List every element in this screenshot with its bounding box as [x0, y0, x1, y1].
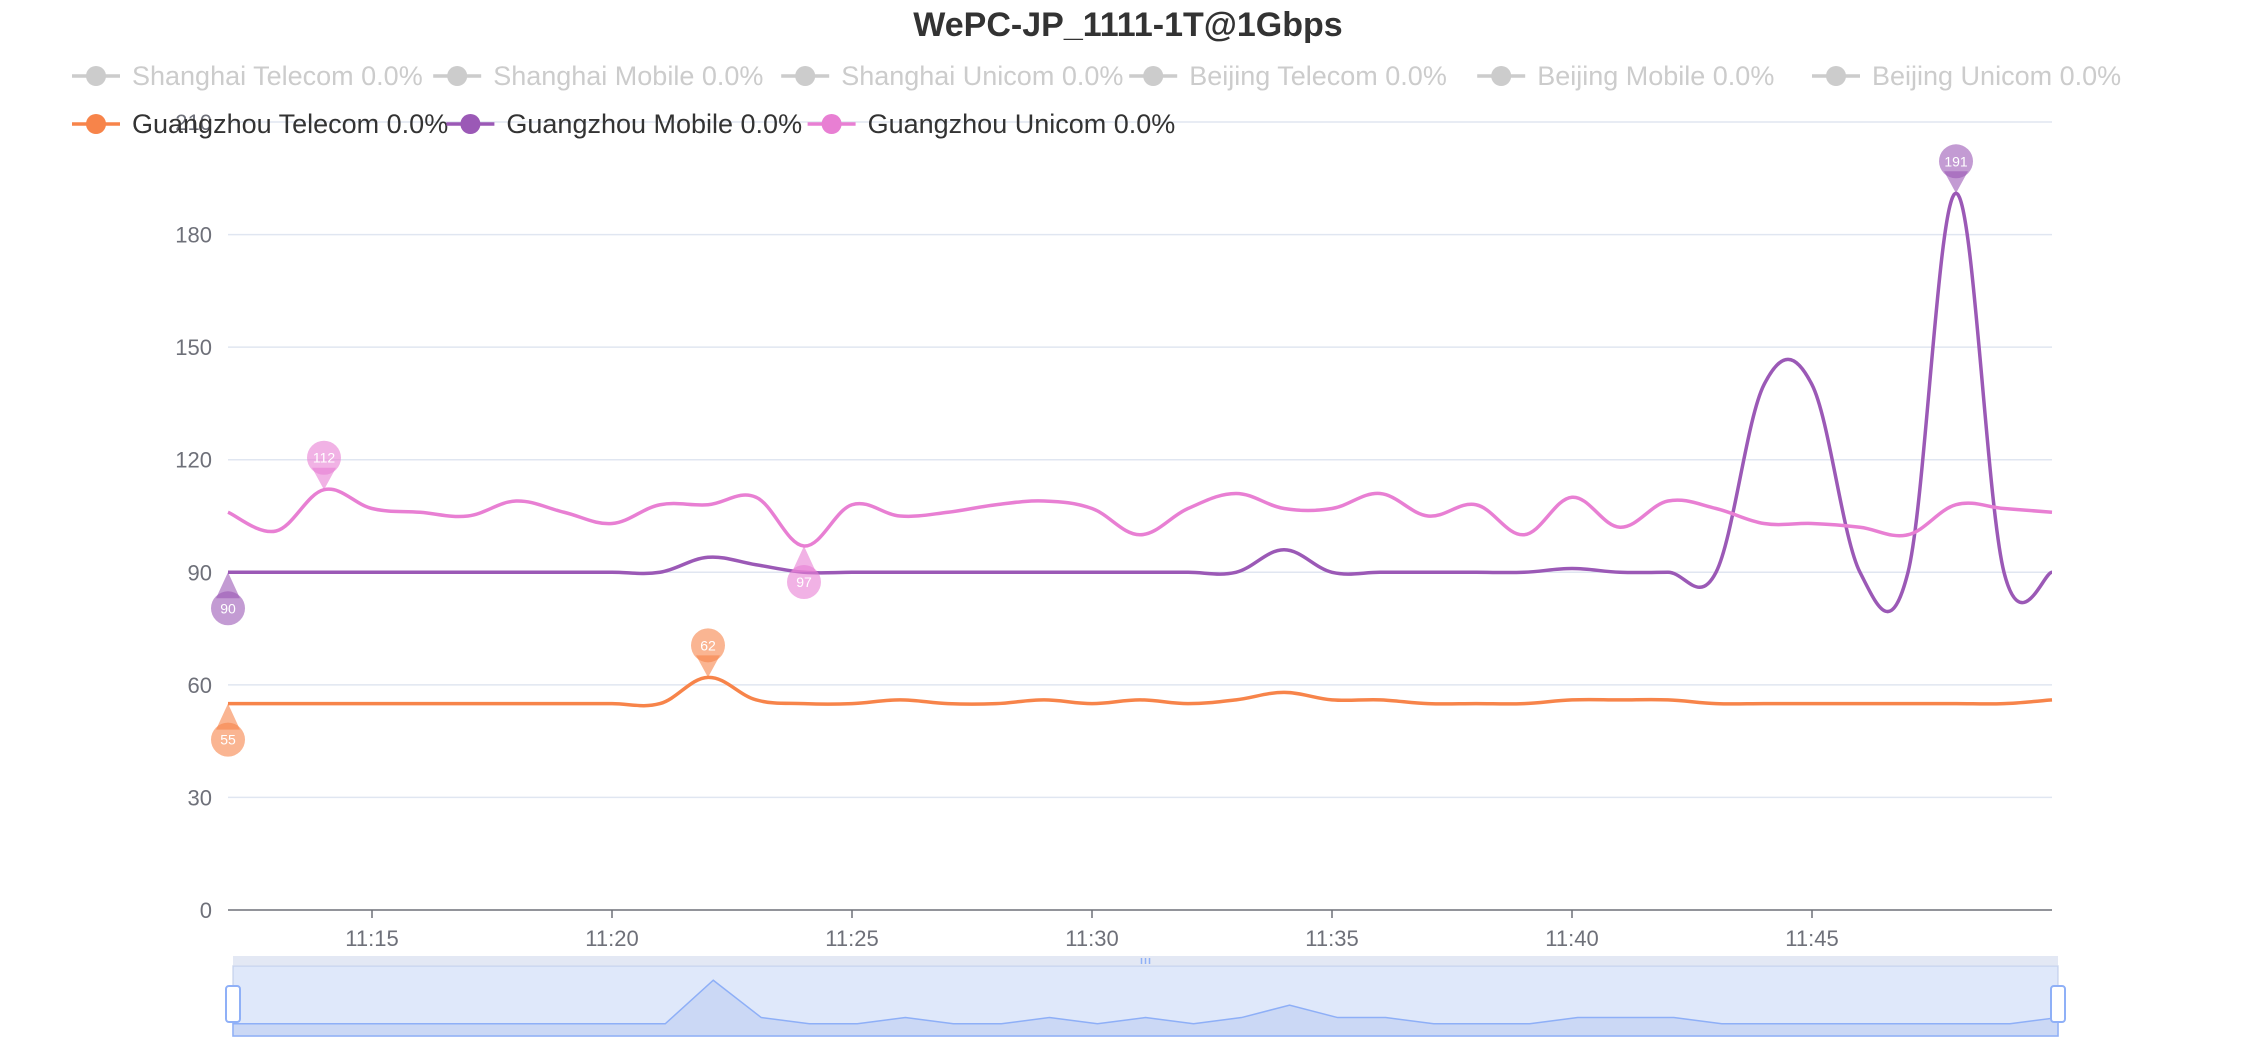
zoom-left-handle[interactable]	[226, 986, 240, 1022]
x-tick-label: 11:15	[345, 926, 398, 951]
marker-label: 191	[1944, 153, 1968, 169]
y-tick-label: 90	[188, 560, 212, 585]
data-marker-max: 112	[307, 441, 341, 490]
y-tick-label: 0	[200, 898, 212, 923]
legend-dot-icon	[86, 66, 106, 86]
x-tick-label: 11:40	[1545, 926, 1598, 951]
series-line-guangzhou-unicom	[228, 489, 2052, 546]
marker-label: 90	[220, 600, 236, 616]
legend-item-guangzhou-telecom[interactable]: Guangzhou Telecom 0.0%	[72, 109, 448, 139]
x-tick-label: 11:45	[1785, 926, 1838, 951]
x-tick-label: 11:25	[825, 926, 878, 951]
series-line-guangzhou-telecom	[228, 677, 2052, 705]
legend-item-guangzhou-unicom[interactable]: Guangzhou Unicom 0.0%	[808, 109, 1176, 139]
y-tick-label: 60	[188, 673, 212, 698]
legend-dot-icon	[1826, 66, 1846, 86]
legend-item-beijing-unicom[interactable]: Beijing Unicom 0.0%	[1812, 61, 2121, 91]
legend-dot-icon	[447, 66, 467, 86]
zoom-selected-range[interactable]	[233, 966, 2058, 1036]
data-marker-max: 62	[691, 628, 725, 677]
legend-dot-icon	[795, 66, 815, 86]
data-marker-min: 90	[211, 572, 245, 625]
data-markers: 55 62 90 191 112 97	[211, 144, 1973, 756]
legend: Shanghai Telecom 0.0% Shanghai Mobile 0.0…	[72, 61, 2121, 139]
legend-item-shanghai-telecom[interactable]: Shanghai Telecom 0.0%	[72, 61, 423, 91]
legend-label: Shanghai Mobile 0.0%	[493, 61, 763, 91]
legend-label: Beijing Telecom 0.0%	[1189, 61, 1447, 91]
series-line-guangzhou-mobile	[228, 193, 2052, 611]
legend-label: Shanghai Telecom 0.0%	[132, 61, 423, 91]
legend-label: Guangzhou Mobile 0.0%	[506, 109, 802, 139]
legend-label: Guangzhou Telecom 0.0%	[132, 109, 448, 139]
x-tick-label: 11:35	[1305, 926, 1358, 951]
legend-dot-icon	[822, 114, 842, 134]
data-marker-min: 55	[211, 704, 245, 757]
marker-label: 55	[220, 732, 236, 748]
zoom-slider[interactable]	[226, 956, 2065, 1036]
legend-dot-icon	[1491, 66, 1511, 86]
legend-item-shanghai-mobile[interactable]: Shanghai Mobile 0.0%	[433, 61, 763, 91]
series-lines	[228, 193, 2052, 705]
marker-label: 112	[313, 450, 336, 466]
zoom-right-handle[interactable]	[2051, 986, 2065, 1022]
x-tick-label: 11:30	[1065, 926, 1118, 951]
legend-item-shanghai-unicom[interactable]: Shanghai Unicom 0.0%	[781, 61, 1123, 91]
legend-dot-icon	[86, 114, 106, 134]
y-tick-label: 30	[188, 785, 212, 810]
marker-label: 97	[796, 574, 812, 590]
data-marker-max: 191	[1939, 144, 1973, 193]
grid-lines	[228, 122, 2052, 797]
y-tick-label: 180	[175, 223, 212, 248]
chart-title: WePC-JP_1111-1T@1Gbps	[913, 6, 1342, 44]
x-tick-label: 11:20	[585, 926, 638, 951]
legend-dot-icon	[1143, 66, 1163, 86]
legend-label: Beijing Unicom 0.0%	[1872, 61, 2121, 91]
legend-label: Shanghai Unicom 0.0%	[841, 61, 1123, 91]
legend-label: Beijing Mobile 0.0%	[1537, 61, 1774, 91]
legend-item-beijing-mobile[interactable]: Beijing Mobile 0.0%	[1477, 61, 1774, 91]
y-tick-label: 150	[175, 335, 212, 360]
y-tick-label: 120	[175, 448, 212, 473]
legend-label: Guangzhou Unicom 0.0%	[868, 109, 1176, 139]
marker-label: 62	[700, 637, 716, 653]
legend-item-guangzhou-mobile[interactable]: Guangzhou Mobile 0.0%	[446, 109, 802, 139]
legend-dot-icon	[460, 114, 480, 134]
legend-item-beijing-telecom[interactable]: Beijing Telecom 0.0%	[1129, 61, 1447, 91]
data-marker-min: 97	[787, 546, 821, 599]
